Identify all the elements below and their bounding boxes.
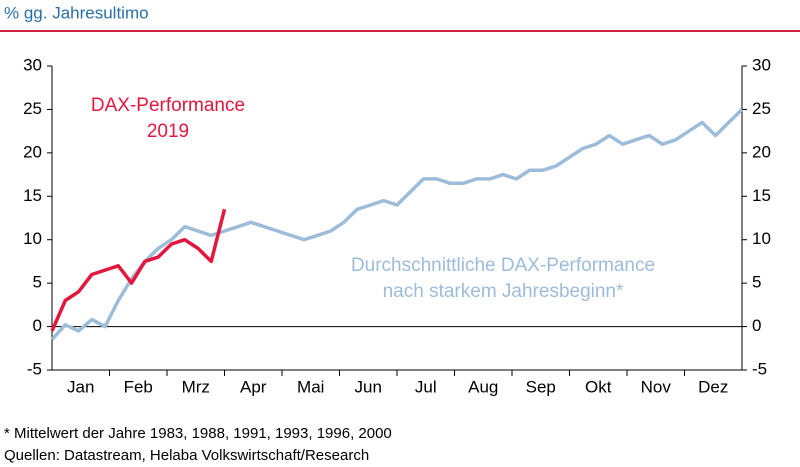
annotation: nach starkem Jahresbeginn* [383,281,624,302]
y2-tick-label: 5 [752,273,761,292]
y-tick-label: 25 [23,99,42,118]
x-tick-label: Dez [698,377,728,396]
y-tick-label: -5 [27,359,42,378]
y2-tick-label: 20 [752,142,771,161]
x-tick-label: Nov [641,377,672,396]
y2-tick-label: 15 [752,186,771,205]
x-tick-label: Jul [415,377,437,396]
y2-tick-label: 25 [752,99,771,118]
y2-tick-label: 30 [752,55,771,74]
x-tick-label: Sep [526,377,556,396]
axis-label: % gg. Jahresultimo [4,3,149,22]
annotation: DAX-Performance [91,95,245,116]
annotation: 2019 [147,121,189,142]
line-series [50,208,227,332]
x-tick-label: Mrz [182,377,210,396]
x-tick-label: Okt [585,377,612,396]
x-tick-label: Mai [297,377,324,396]
x-tick-label: Apr [240,377,267,396]
y2-tick-label: 0 [752,316,761,335]
y-tick-label: 30 [23,55,42,74]
y-tick-label: 10 [23,229,42,248]
x-tick-label: Jan [67,377,94,396]
y2-tick-label: -5 [752,359,767,378]
y-tick-label: 15 [23,186,42,205]
y-tick-label: 5 [33,273,42,292]
line-series [50,108,744,341]
x-tick-label: Aug [468,377,498,396]
y-tick-label: 20 [23,142,42,161]
x-tick-label: Jun [355,377,382,396]
x-tick-label: Feb [124,377,153,396]
annotation: Durchschnittliche DAX-Performance [351,255,655,276]
y-tick-label: 0 [33,316,42,335]
y2-tick-label: 10 [752,229,771,248]
footnote: Quellen: Datastream, Helaba Volkswirtsch… [4,447,369,464]
footnote: * Mittelwert der Jahre 1983, 1988, 1991,… [4,425,392,442]
